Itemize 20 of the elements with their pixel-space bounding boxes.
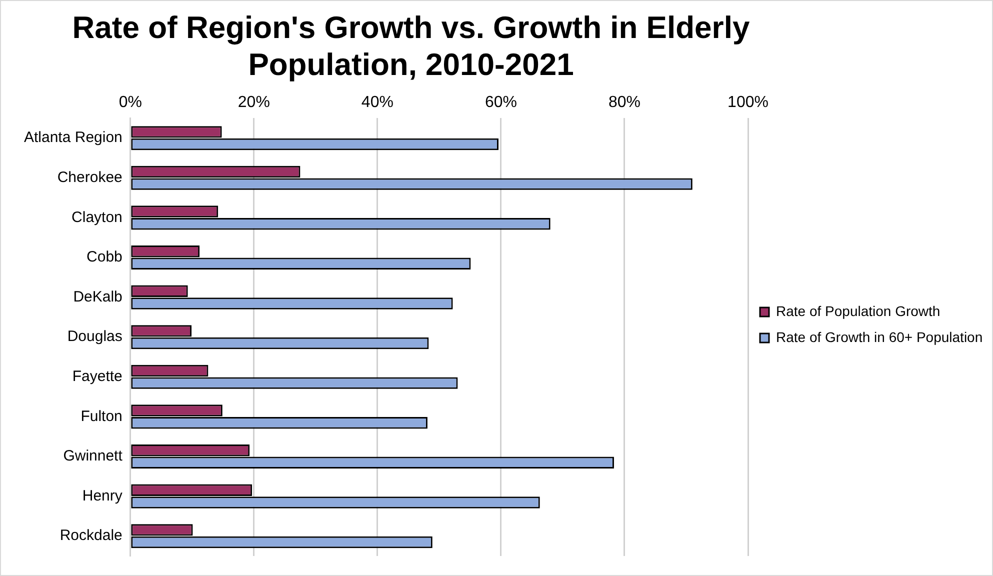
x-tick-label: 60% <box>484 94 517 112</box>
x-tick-label: 20% <box>238 94 270 112</box>
x-tick-label: 100% <box>728 94 768 112</box>
y-tick-label: Clayton <box>72 208 122 226</box>
chart-title: Rate of Region's Growth vs. Growth in Elderly Population, 2010-2021 <box>71 9 751 83</box>
y-tick-label: DeKalb <box>73 288 122 306</box>
y-tick-label: Gwinnett <box>63 448 124 465</box>
y-tick-label: Douglas <box>67 328 122 346</box>
x-tick-label: 0% <box>118 94 142 112</box>
y-tick-label: Cobb <box>86 248 122 266</box>
y-tick-label: Fulton <box>80 408 122 425</box>
y-tick-label: Henry <box>82 487 123 504</box>
y-tick-label: Rockdale <box>60 527 122 544</box>
y-tick-label: Cherokee <box>57 169 122 186</box>
x-tick-label: 80% <box>608 94 640 112</box>
x-tick-label: 40% <box>361 94 394 112</box>
legend-label: Rate of Population Growth <box>776 302 940 319</box>
y-tick-label: Atlanta Region <box>24 129 122 146</box>
y-tick-label: Fayette <box>72 368 122 386</box>
legend-label: Rate of Growth in 60+ Population <box>776 328 983 345</box>
